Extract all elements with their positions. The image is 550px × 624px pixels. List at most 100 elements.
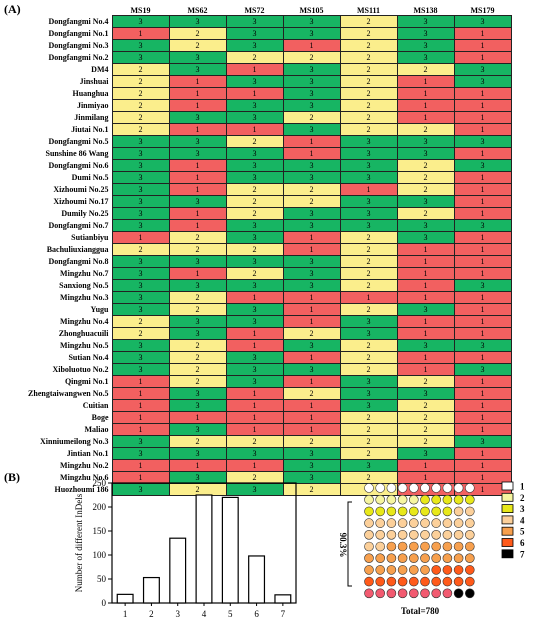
dot bbox=[364, 576, 374, 587]
dot bbox=[453, 541, 464, 552]
dot bbox=[442, 541, 453, 552]
dot bbox=[386, 553, 397, 564]
dot bbox=[364, 494, 374, 505]
heatmap-row: Dongfangmi No.4 3 3 3 3 2 3 3 bbox=[2, 15, 512, 28]
dot bbox=[442, 494, 453, 505]
heatmap-cell: 3 bbox=[282, 471, 341, 484]
heatmap-cell: 1 bbox=[396, 75, 455, 88]
heatmap-cell: 1 bbox=[282, 39, 341, 52]
heatmap-cell: 2 bbox=[396, 63, 455, 76]
heatmap-row-label: Xinniumeilong No.3 bbox=[40, 436, 109, 446]
dot bbox=[364, 529, 374, 540]
heatmap-cell: 1 bbox=[168, 123, 227, 136]
heatmap-cell: 3 bbox=[225, 315, 284, 328]
dot bbox=[464, 494, 475, 505]
dot bbox=[375, 506, 386, 517]
dot bbox=[397, 541, 408, 552]
y-tick-label: 100 bbox=[93, 550, 107, 560]
legend-label: 7 bbox=[520, 549, 525, 559]
heatmap-cell: 1 bbox=[453, 387, 512, 400]
heatmap-cell: 2 bbox=[282, 435, 341, 448]
heatmap-column-label: MS62 bbox=[187, 5, 208, 15]
heatmap-cell: 1 bbox=[111, 471, 170, 484]
dot bbox=[397, 506, 408, 517]
bar bbox=[195, 494, 213, 604]
dot bbox=[431, 541, 442, 552]
heatmap-cell: 2 bbox=[282, 195, 341, 208]
heatmap-row: Jinmilang 2 3 3 2 2 1 1 bbox=[2, 111, 512, 124]
heatmap-cell: 3 bbox=[168, 471, 227, 484]
heatmap-row-label: Mingzhu No.3 bbox=[60, 292, 109, 302]
heatmap-cell: 3 bbox=[339, 459, 398, 472]
dot bbox=[375, 518, 386, 528]
heatmap-row-label: Dongfangmi No.3 bbox=[48, 40, 109, 50]
dot bbox=[386, 483, 397, 493]
heatmap-cell: 2 bbox=[111, 75, 170, 88]
heatmap-cell: 3 bbox=[453, 15, 512, 28]
heatmap-cell: 1 bbox=[225, 387, 284, 400]
heatmap-row-label: Dongfangmi No.7 bbox=[48, 220, 109, 230]
dot bbox=[464, 506, 475, 517]
heatmap-row: Xiboluotuo No.2 3 2 3 3 2 1 3 bbox=[2, 363, 512, 376]
heatmap-row-label: Sanxiong No.5 bbox=[59, 280, 109, 290]
heatmap-row-label: Dongfangmi No.2 bbox=[48, 52, 109, 62]
heatmap-cell: 3 bbox=[453, 279, 512, 292]
dot bbox=[431, 518, 442, 528]
heatmap-cell: 1 bbox=[453, 267, 512, 280]
dot bbox=[442, 553, 453, 564]
dot bbox=[397, 494, 408, 505]
heatmap-cell: 2 bbox=[282, 183, 341, 196]
heatmap-row-label: Jintian No.1 bbox=[66, 448, 109, 458]
dot bbox=[453, 565, 464, 575]
bar bbox=[248, 555, 266, 604]
dot bbox=[375, 529, 386, 540]
heatmap-row-label: Mingzhu No.7 bbox=[60, 268, 109, 278]
heatmap-row: Xizhoumi No.17 3 3 2 2 3 3 1 bbox=[2, 195, 512, 208]
heatmap-cell: 2 bbox=[396, 123, 455, 136]
heatmap-cell: 3 bbox=[111, 171, 170, 184]
dot bbox=[420, 588, 430, 599]
heatmap-row: Dongfangmi No.6 3 1 3 3 3 2 3 bbox=[2, 159, 512, 172]
dot bbox=[442, 576, 453, 587]
dot bbox=[420, 483, 430, 493]
heatmap-cell: 3 bbox=[282, 15, 341, 28]
heatmap-cell: 2 bbox=[225, 471, 284, 484]
heatmap-cell: 2 bbox=[225, 51, 284, 64]
x-tick-label: 5 bbox=[228, 609, 233, 619]
heatmap-row: Mingzhu No.6 1 3 2 3 2 1 1 bbox=[2, 471, 512, 484]
bar bbox=[274, 594, 292, 604]
heatmap-cell: 3 bbox=[396, 231, 455, 244]
heatmap-row: Dongfangmi No.1 1 2 3 3 2 3 1 bbox=[2, 27, 512, 40]
legend-label: 1 bbox=[520, 482, 525, 492]
heatmap-row-label: Huanghua bbox=[72, 88, 109, 98]
dot bbox=[375, 541, 386, 552]
heatmap-cell: 3 bbox=[282, 459, 341, 472]
heatmap-row-label: Dumi No.5 bbox=[71, 172, 109, 182]
dot bbox=[364, 483, 374, 493]
heatmap-cell: 1 bbox=[453, 111, 512, 124]
dot bbox=[397, 529, 408, 540]
heatmap-row: Dongfangmi No.7 3 1 3 3 3 3 3 bbox=[2, 219, 512, 232]
heatmap-cell: 3 bbox=[168, 63, 227, 76]
heatmap-cell: 3 bbox=[453, 363, 512, 376]
heatmap-cell: 2 bbox=[339, 351, 398, 364]
heatmap-cell: 1 bbox=[453, 351, 512, 364]
dot bbox=[397, 518, 408, 528]
y-tick-label: 250 bbox=[93, 478, 107, 488]
dot bbox=[453, 588, 464, 599]
heatmap-cell: 2 bbox=[339, 15, 398, 28]
dot bbox=[364, 541, 374, 552]
genotype-heatmap: MS19 MS62 MS72 MS105 MS111 MS138 MS179 Dongfan… bbox=[2, 6, 512, 496]
heatmap-cell: 2 bbox=[168, 375, 227, 388]
heatmap-cell: 3 bbox=[453, 435, 512, 448]
heatmap-row: Sunshine 86 Wang 3 3 3 1 3 3 1 bbox=[2, 147, 512, 160]
dot bbox=[397, 576, 408, 587]
heatmap-cell: 1 bbox=[225, 123, 284, 136]
dot bbox=[408, 506, 419, 517]
heatmap-cell: 1 bbox=[396, 279, 455, 292]
heatmap-cell: 2 bbox=[339, 63, 398, 76]
dot bbox=[464, 576, 475, 587]
x-tick-label: 3 bbox=[175, 609, 180, 619]
heatmap-cell: 3 bbox=[168, 387, 227, 400]
